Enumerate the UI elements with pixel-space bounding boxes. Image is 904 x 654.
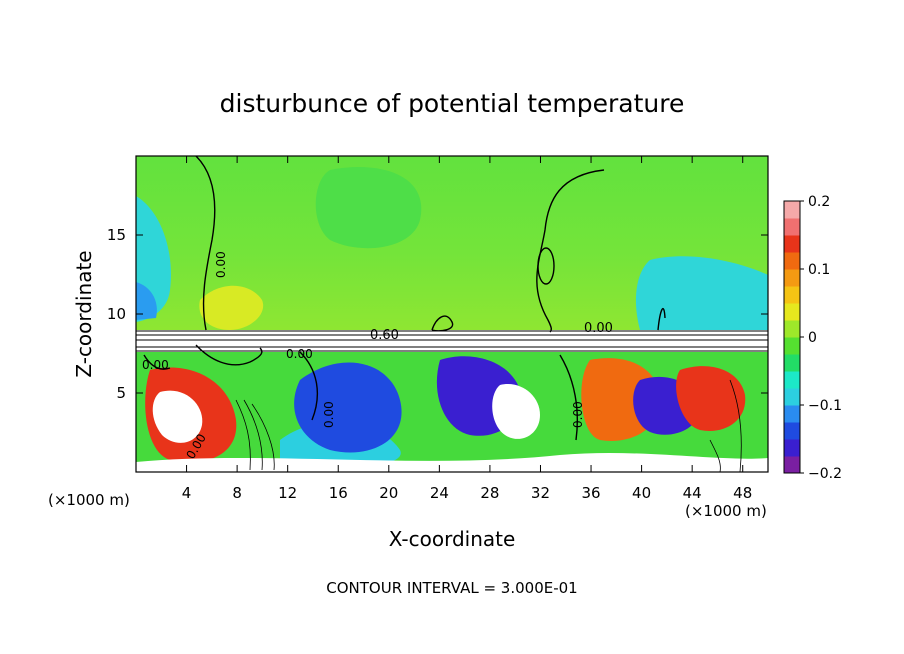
colorbar-swatch-6 bbox=[784, 354, 800, 372]
upper-green-patch bbox=[315, 167, 422, 249]
x-tick-label-3: 16 bbox=[329, 484, 348, 502]
x-tick-label-8: 36 bbox=[581, 484, 600, 502]
contour-label-4: 0.00 bbox=[322, 401, 336, 428]
colorbar-tick-label-2: 0 bbox=[808, 330, 817, 346]
x-tick-label-5: 24 bbox=[430, 484, 449, 502]
x-tick-label-7: 32 bbox=[531, 484, 550, 502]
y-axis-label: Z-coordinate bbox=[72, 250, 96, 377]
contour-label-1: 0.60 bbox=[370, 328, 399, 343]
contour-label-3: 0.00 bbox=[214, 251, 228, 278]
colorbar-swatch-9 bbox=[784, 303, 800, 321]
colorbar-tick-label-4: −0.2 bbox=[808, 466, 842, 482]
colorbar-swatch-3 bbox=[784, 405, 800, 423]
vortex-blue-1 bbox=[294, 362, 402, 453]
upper-blue-patch-left bbox=[136, 282, 157, 320]
upper-yellow-patch bbox=[199, 285, 264, 330]
contour-label-8: 0.00 bbox=[286, 347, 313, 361]
y-tick-label-0: 5 bbox=[116, 384, 126, 402]
colorbar-swatch-2 bbox=[784, 422, 800, 440]
upper-cyan-band-right bbox=[635, 256, 768, 330]
vortex-red-3 bbox=[676, 366, 746, 431]
colorbar-swatch-11 bbox=[784, 269, 800, 287]
vortex-white-2 bbox=[492, 384, 540, 439]
inversion-layer bbox=[136, 330, 768, 352]
contour-label-5: 0.00 bbox=[571, 401, 585, 428]
colorbar-swatch-7 bbox=[784, 337, 800, 355]
contour-label-7: 0.00 bbox=[142, 358, 169, 372]
x-tick-label-4: 20 bbox=[379, 484, 398, 502]
colorbar-swatch-14 bbox=[784, 218, 800, 236]
surface-white-band bbox=[136, 453, 768, 472]
x-tick-label-6: 28 bbox=[480, 484, 499, 502]
plot-area: 0.60 0.00 0.00 0.00 0.00 0.00 0.00 0.00 bbox=[136, 156, 768, 472]
colorbar-swatch-15 bbox=[784, 201, 800, 219]
vortex-white-1 bbox=[152, 390, 203, 443]
colorbar bbox=[784, 201, 800, 474]
contour-label-2: 0.00 bbox=[584, 321, 613, 336]
colorbar-swatch-5 bbox=[784, 371, 800, 389]
colorbar-tick-label-3: −0.1 bbox=[808, 398, 842, 414]
colorbar-swatch-12 bbox=[784, 252, 800, 270]
x-unit-label-left: (×1000 m) bbox=[48, 491, 130, 509]
y-axis-ticks: 5 10 15 bbox=[107, 226, 768, 402]
y-tick-label-2: 15 bbox=[107, 226, 126, 244]
colorbar-swatch-10 bbox=[784, 286, 800, 304]
surface-contour-lines bbox=[235, 379, 742, 472]
colorbar-swatch-0 bbox=[784, 456, 800, 474]
chart-title: disturbunce of potential temperature bbox=[220, 89, 685, 118]
x-axis-ticks: 4 8 12 16 20 24 28 32 36 40 44 48 bbox=[182, 156, 752, 502]
x-tick-label-2: 12 bbox=[278, 484, 297, 502]
x-tick-label-1: 8 bbox=[232, 484, 242, 502]
x-axis-label: X-coordinate bbox=[389, 527, 516, 551]
colorbar-ticks: 0.2 0.1 0 −0.1 −0.2 bbox=[800, 194, 842, 482]
x-tick-label-9: 40 bbox=[632, 484, 651, 502]
x-unit-label-right: (×1000 m) bbox=[685, 502, 767, 520]
colorbar-tick-label-0: 0.2 bbox=[808, 194, 830, 210]
colorbar-swatch-8 bbox=[784, 320, 800, 338]
contour-interval-footer: CONTOUR INTERVAL = 3.000E-01 bbox=[326, 579, 577, 597]
y-tick-label-1: 10 bbox=[107, 305, 126, 323]
colorbar-swatch-4 bbox=[784, 388, 800, 406]
x-tick-label-10: 44 bbox=[683, 484, 702, 502]
colorbar-swatch-1 bbox=[784, 439, 800, 457]
inversion-contour-lines bbox=[136, 330, 768, 352]
x-tick-label-11: 48 bbox=[733, 484, 752, 502]
colorbar-tick-label-1: 0.1 bbox=[808, 262, 830, 278]
x-tick-label-0: 4 bbox=[182, 484, 192, 502]
zero-contour-lines bbox=[143, 156, 666, 441]
colorbar-swatch-13 bbox=[784, 235, 800, 253]
